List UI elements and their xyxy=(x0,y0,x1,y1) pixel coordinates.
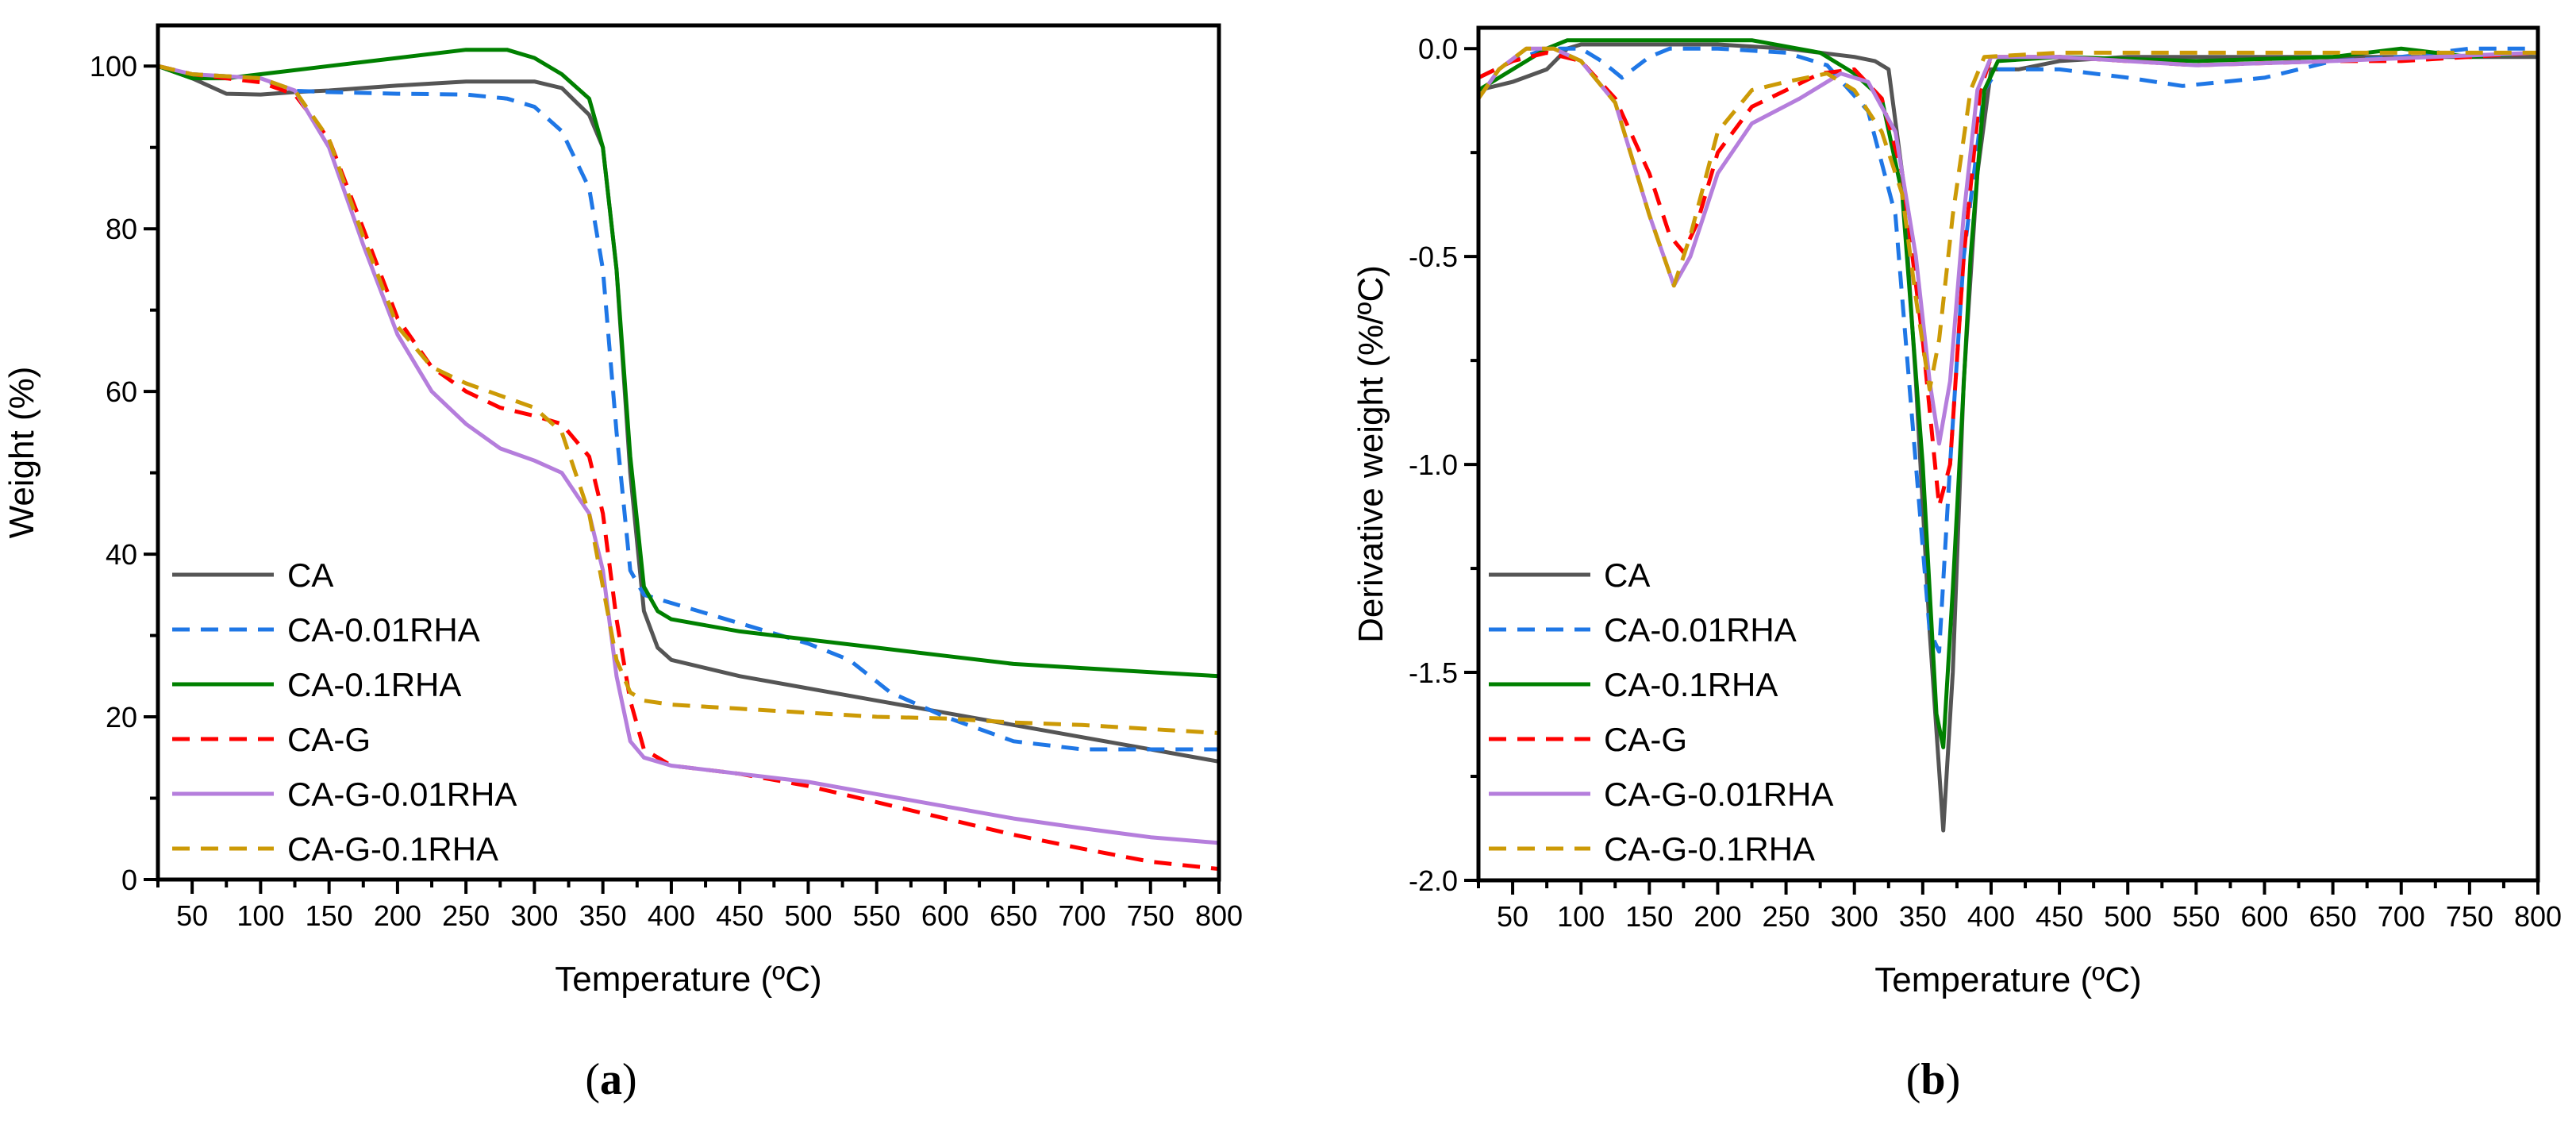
y-axis-title: Weight (%) xyxy=(2,367,41,539)
legend-label: CA-0.1RHA xyxy=(1604,666,1778,703)
x-tick-label: 150 xyxy=(306,899,353,932)
legend-label: CA-G-0.01RHA xyxy=(287,776,517,813)
x-axis-title: Temperature (ºC) xyxy=(555,960,821,999)
chart-panel-a: 50 100 150 200 250 300 350 400 450 500 550 600 650 70… xyxy=(2,23,1243,1104)
x-tick-label: 700 xyxy=(2378,900,2425,933)
y-tick-label: 0 xyxy=(121,864,137,896)
x-tick-label: 500 xyxy=(784,899,832,932)
series-line-ca-g-0.01rha xyxy=(1478,46,2538,446)
legend-label: CA-0.1RHA xyxy=(287,666,461,703)
x-tick-label: 300 xyxy=(510,899,558,932)
x-tick-label: 500 xyxy=(2104,900,2151,933)
x-tick-label: 600 xyxy=(921,899,969,932)
plot-frame xyxy=(1476,25,2540,883)
x-tick-label: 750 xyxy=(1127,899,1175,932)
x-tick-label: 100 xyxy=(236,899,284,932)
y-tick-label: 80 xyxy=(106,213,137,245)
x-tick-label: 450 xyxy=(2036,900,2083,933)
panel-caption: (a) xyxy=(585,1055,636,1104)
x-tick-label: 50 xyxy=(1497,900,1528,933)
legend-label: CA-0.01RHA xyxy=(287,611,480,649)
x-tick-label: 650 xyxy=(2309,900,2357,933)
x-tick-label: 800 xyxy=(1195,899,1243,932)
legend-label: CA-G xyxy=(287,721,371,758)
x-tick-label: 250 xyxy=(442,899,490,932)
legend: CA CA-0.01RHA CA-0.1RHA CA-G CA-G-0.01RHA CA-… xyxy=(172,556,517,868)
legend-label: CA xyxy=(1604,556,1650,594)
caption-letter: b xyxy=(1920,1055,1945,1104)
x-tick-label: 100 xyxy=(1557,900,1605,933)
legend-label: CA xyxy=(287,556,333,594)
legend-label: CA-G-0.1RHA xyxy=(287,830,498,868)
y-tick-label: -1.5 xyxy=(1409,656,1458,689)
legend-label: CA-G-0.01RHA xyxy=(1604,776,1833,813)
x-axis-title: Temperature (ºC) xyxy=(1874,961,2141,999)
x-tick-label: 750 xyxy=(2446,900,2493,933)
x-tick-label: 550 xyxy=(2172,900,2220,933)
caption-letter: a xyxy=(600,1055,622,1104)
caption-close: ) xyxy=(1946,1055,1961,1104)
x-tick-label: 800 xyxy=(2514,900,2562,933)
x-tick-label: 200 xyxy=(374,899,421,932)
x-tick-label: 350 xyxy=(579,899,627,932)
series-line-ca-g-0.1rha xyxy=(1478,46,2538,392)
x-tick-label: 400 xyxy=(1967,900,2015,933)
y-tick-label: 60 xyxy=(106,375,137,408)
legend-label: CA-0.01RHA xyxy=(1604,611,1797,649)
chart-panel-b: 50 100 150 200 250 300 350 400 450 500 550 600 650 70… xyxy=(1351,25,2562,1104)
y-tick-label: 0.0 xyxy=(1418,33,1458,65)
series-line-ca-g-0.1rha xyxy=(158,64,1219,735)
x-tick-label: 250 xyxy=(1763,900,1810,933)
x-tick-label: 450 xyxy=(716,899,763,932)
y-tick-label: 40 xyxy=(106,538,137,571)
y-axis-title: Derivative weight (%/ºC) xyxy=(1351,265,1390,643)
x-tick-label: 400 xyxy=(648,899,695,932)
x-tick-label: 300 xyxy=(1831,900,1878,933)
y-tick-label: -1.0 xyxy=(1409,449,1458,481)
legend-label: CA-G-0.1RHA xyxy=(1604,830,1815,868)
series-line-ca-0.01rha xyxy=(158,64,1219,752)
x-tick-label: 200 xyxy=(1694,900,1741,933)
plot-frame xyxy=(156,23,1221,882)
x-tick-label: 150 xyxy=(1625,900,1673,933)
series-line-ca xyxy=(158,64,1219,764)
x-tick-label: 700 xyxy=(1058,899,1105,932)
series-line-ca-0.1rha xyxy=(158,48,1219,679)
caption-open: ( xyxy=(585,1055,600,1104)
series-line-ca xyxy=(1478,42,2538,833)
y-tick-label: -0.5 xyxy=(1409,241,1458,273)
legend: CA CA-0.01RHA CA-0.1RHA CA-G CA-G-0.01RHA CA-… xyxy=(1489,556,1833,868)
series-line-ca-0.1rha xyxy=(1478,38,2538,749)
legend-label: CA-G xyxy=(1604,721,1687,758)
y-tick-label: 20 xyxy=(106,701,137,733)
series-line-ca-0.01rha xyxy=(1478,46,2538,654)
x-tick-label: 50 xyxy=(176,899,208,932)
x-tick-label: 650 xyxy=(990,899,1037,932)
panel-caption: (b) xyxy=(1906,1055,1960,1104)
x-tick-label: 350 xyxy=(1899,900,1947,933)
series-line-ca-g xyxy=(1478,50,2538,508)
x-tick-label: 550 xyxy=(853,899,901,932)
caption-close: ) xyxy=(622,1055,637,1104)
caption-open: ( xyxy=(1906,1055,1921,1104)
y-tick-label: 100 xyxy=(90,50,137,83)
y-tick-label: -2.0 xyxy=(1409,864,1458,897)
x-tick-label: 600 xyxy=(2240,900,2288,933)
